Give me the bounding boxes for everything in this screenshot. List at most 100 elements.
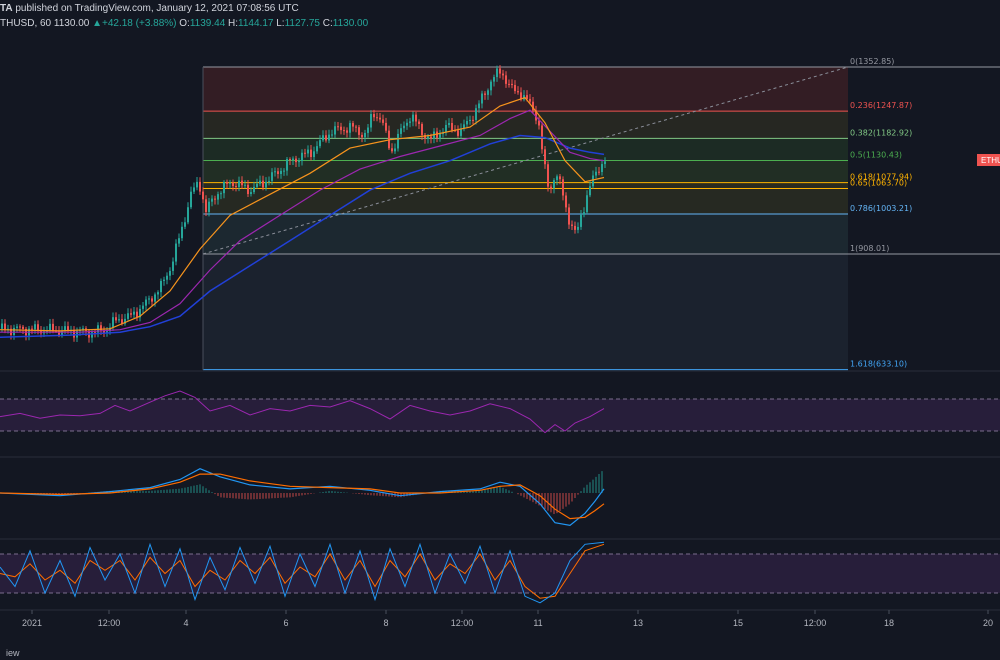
candle-body [64, 326, 66, 332]
candle-body [418, 121, 420, 124]
candle-body [514, 85, 516, 92]
candle-body [310, 149, 312, 158]
candle-body [58, 331, 60, 336]
candle-body [304, 152, 306, 154]
fib-level-label: 0(1352.85) [850, 57, 894, 66]
fib-retracement-lines[interactable]: 0(1352.85) 0.236(1247.87) 0.382(1182.92) 0.… [202, 57, 1000, 371]
rsi-pane[interactable] [0, 370, 1000, 434]
candle-body [292, 158, 294, 160]
time-tick-label: 2021 [22, 618, 42, 628]
fib-zone [203, 67, 848, 112]
candle-body [232, 182, 234, 186]
candle-body [403, 125, 405, 129]
author-name[interactable]: TA [0, 3, 13, 14]
candle-body [247, 184, 249, 195]
candle-body [487, 90, 489, 95]
candle-body [148, 298, 150, 300]
candle-body [217, 194, 219, 200]
publish-info: TA published on TradingView.com, January… [0, 3, 299, 14]
moving-averages [0, 96, 605, 338]
candle-body [448, 123, 450, 125]
candle-body [238, 180, 240, 188]
ema-slow-line [0, 134, 605, 338]
candle-body [19, 326, 21, 328]
stochastic-pane[interactable] [0, 538, 1000, 604]
fib-level-label: 0.5(1130.43) [850, 151, 902, 160]
candle-body [274, 171, 276, 173]
candle-body [343, 130, 345, 132]
candle-body [61, 331, 63, 336]
time-axis[interactable]: 2021 12:00 4 6 8 12:00 11 13 15 12:00 18 20 [0, 609, 1000, 628]
candle-body [277, 171, 279, 174]
candle-body [298, 161, 300, 163]
time-tick-label: 6 [283, 618, 288, 628]
candle-body [508, 83, 510, 85]
candle-body [544, 149, 546, 165]
candle-body [460, 128, 462, 136]
candle-body [577, 226, 579, 230]
fib-zone [203, 213, 848, 254]
candle-body [49, 323, 51, 331]
fib-zone [203, 254, 848, 370]
candle-body [562, 179, 564, 196]
candle-body [580, 214, 582, 227]
candle-body [334, 126, 336, 135]
candle-body [133, 311, 135, 315]
candle-body [271, 172, 273, 181]
candle-body [37, 324, 39, 331]
candle-body [595, 171, 597, 176]
candle-body [490, 81, 492, 91]
candle-body [337, 126, 339, 128]
time-tick-label: 11 [533, 618, 542, 628]
candle-body [379, 117, 381, 120]
candle-body [553, 180, 555, 189]
candle-body [229, 182, 231, 184]
candle-body [184, 222, 186, 227]
candle-body [400, 128, 402, 134]
candle-body [193, 187, 195, 192]
candle-body [265, 181, 267, 188]
footer-brand[interactable]: iew [6, 648, 20, 658]
candle-body [445, 124, 447, 133]
candle-body [592, 175, 594, 187]
candle-body [391, 148, 393, 152]
time-tick-label: 4 [183, 618, 188, 628]
symbol-label[interactable]: THUSD, 60 [0, 18, 52, 29]
candle-body [352, 123, 354, 127]
candle-body [166, 275, 168, 280]
candle-body [151, 298, 153, 302]
candle-body [565, 195, 567, 208]
ema-fast-line [0, 96, 605, 332]
candle-body [136, 311, 138, 318]
candle-body [547, 164, 549, 187]
candle-body [214, 198, 216, 200]
candle-body [475, 108, 477, 121]
candle-body [13, 327, 15, 335]
price-tag: ETHU [977, 154, 1000, 166]
macd-pane[interactable] [0, 456, 1000, 527]
fib-level-label: 0.786(1003.21) [850, 204, 912, 213]
fib-level-label: 1(908.01) [850, 244, 889, 253]
candle-body [241, 180, 243, 186]
candle-body [172, 261, 174, 271]
candle-body [4, 323, 6, 330]
fib-retracement-zones [203, 67, 848, 370]
stoch-k-line [0, 541, 605, 604]
candle-body [382, 119, 384, 123]
candle-body [109, 327, 111, 332]
candle-body [556, 176, 558, 181]
candle-body [22, 326, 24, 329]
candle-body [529, 98, 531, 102]
candle-body [373, 114, 375, 118]
candle-body [505, 75, 507, 84]
time-tick-label: 8 [383, 618, 388, 628]
close-value: 1130.00 [332, 18, 369, 29]
candle-body [331, 134, 333, 136]
candle-body [256, 183, 258, 187]
trend-lines[interactable] [202, 66, 849, 255]
candle-body [235, 186, 237, 188]
time-tick-label: 12:00 [804, 618, 827, 628]
candle-body [73, 330, 75, 338]
candle-body [376, 117, 378, 119]
